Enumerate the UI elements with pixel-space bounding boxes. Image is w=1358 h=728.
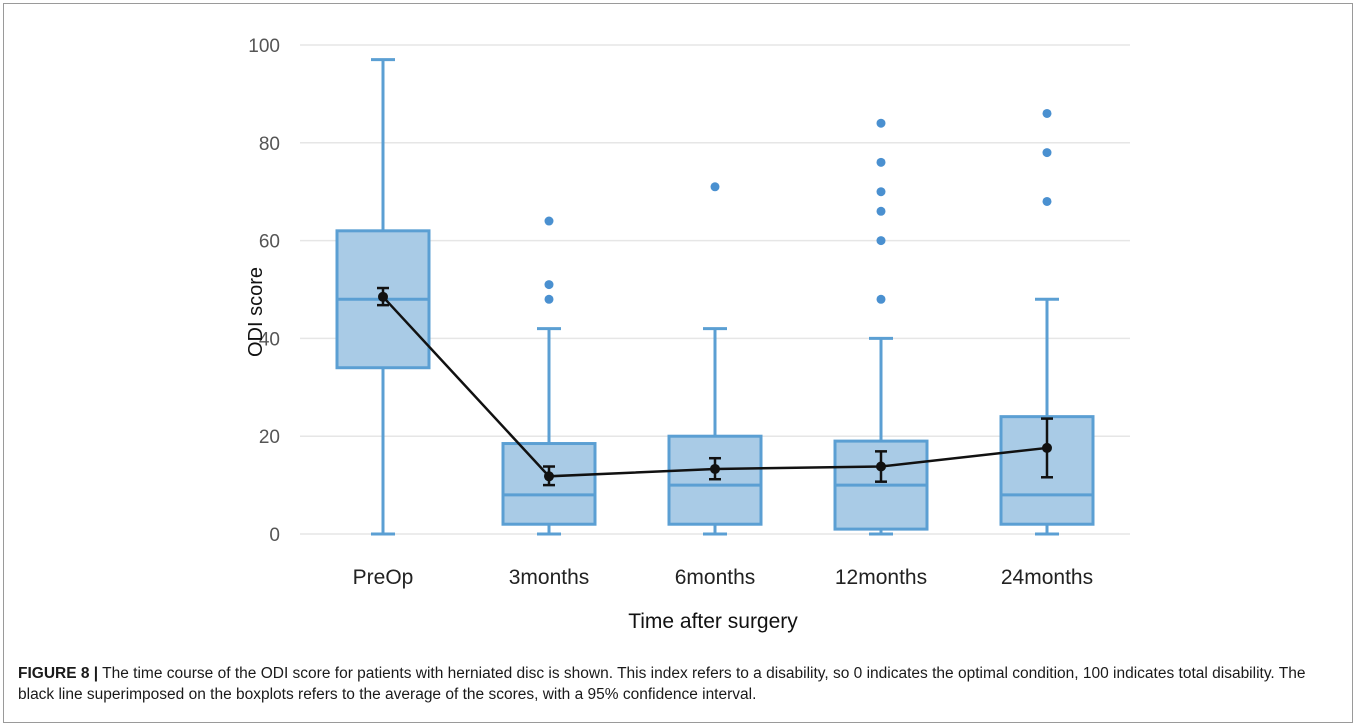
outlier-point bbox=[544, 216, 554, 226]
outlier-point bbox=[1042, 148, 1052, 158]
y-tick-label: 100 bbox=[248, 36, 280, 57]
outlier-point bbox=[1042, 108, 1052, 118]
y-tick-labels: 0 20 40 60 80 100 bbox=[248, 36, 280, 546]
x-tick-label: 12months bbox=[835, 566, 927, 589]
mean-point bbox=[378, 291, 388, 302]
x-tick-label: 3months bbox=[509, 566, 590, 589]
outlier-point bbox=[876, 294, 886, 304]
x-tick-label: 6months bbox=[675, 566, 756, 589]
y-tick-label: 40 bbox=[259, 329, 280, 350]
outlier-point bbox=[876, 206, 886, 216]
outlier-point bbox=[544, 294, 554, 304]
outlier-point bbox=[1042, 196, 1052, 206]
outlier-point bbox=[710, 182, 720, 192]
x-tick-label: 24months bbox=[1001, 566, 1093, 589]
mean-point bbox=[876, 461, 886, 472]
y-tick-label: 60 bbox=[259, 232, 280, 253]
y-tick-label: 80 bbox=[259, 134, 280, 155]
outlier-point bbox=[544, 280, 554, 290]
box-6months bbox=[667, 327, 763, 536]
y-tick-label: 20 bbox=[259, 427, 280, 448]
outlier-point bbox=[876, 236, 886, 246]
box-24months bbox=[999, 297, 1095, 536]
mean-point bbox=[710, 463, 720, 474]
mean-line-with-ci bbox=[377, 286, 1053, 487]
figure-frame bbox=[3, 3, 1353, 723]
x-tick-label: PreOp bbox=[353, 566, 414, 589]
caption-text: The time course of the ODI score for pat… bbox=[18, 665, 1306, 703]
caption-label: FIGURE 8 | bbox=[18, 665, 99, 682]
outliers bbox=[544, 108, 1052, 304]
figure-caption: FIGURE 8 | The time course of the ODI sc… bbox=[18, 663, 1338, 705]
x-tick-labels: PreOp 3months 6months 12months 24months bbox=[353, 566, 1093, 589]
outlier-point bbox=[876, 187, 886, 197]
mean-point bbox=[1042, 442, 1052, 453]
box-3months bbox=[501, 327, 597, 536]
y-tick-label: 0 bbox=[269, 525, 280, 546]
y-axis-label: ODI score bbox=[245, 267, 267, 357]
outlier-point bbox=[876, 118, 886, 128]
grid-lines bbox=[300, 44, 1130, 535]
boxplot-chart: 0 20 40 60 80 100 PreOp 3months 6months 12months… bbox=[245, 36, 1130, 633]
mean-point bbox=[544, 471, 554, 482]
x-axis-label: Time after surgery bbox=[628, 610, 798, 633]
outlier-point bbox=[876, 157, 886, 167]
